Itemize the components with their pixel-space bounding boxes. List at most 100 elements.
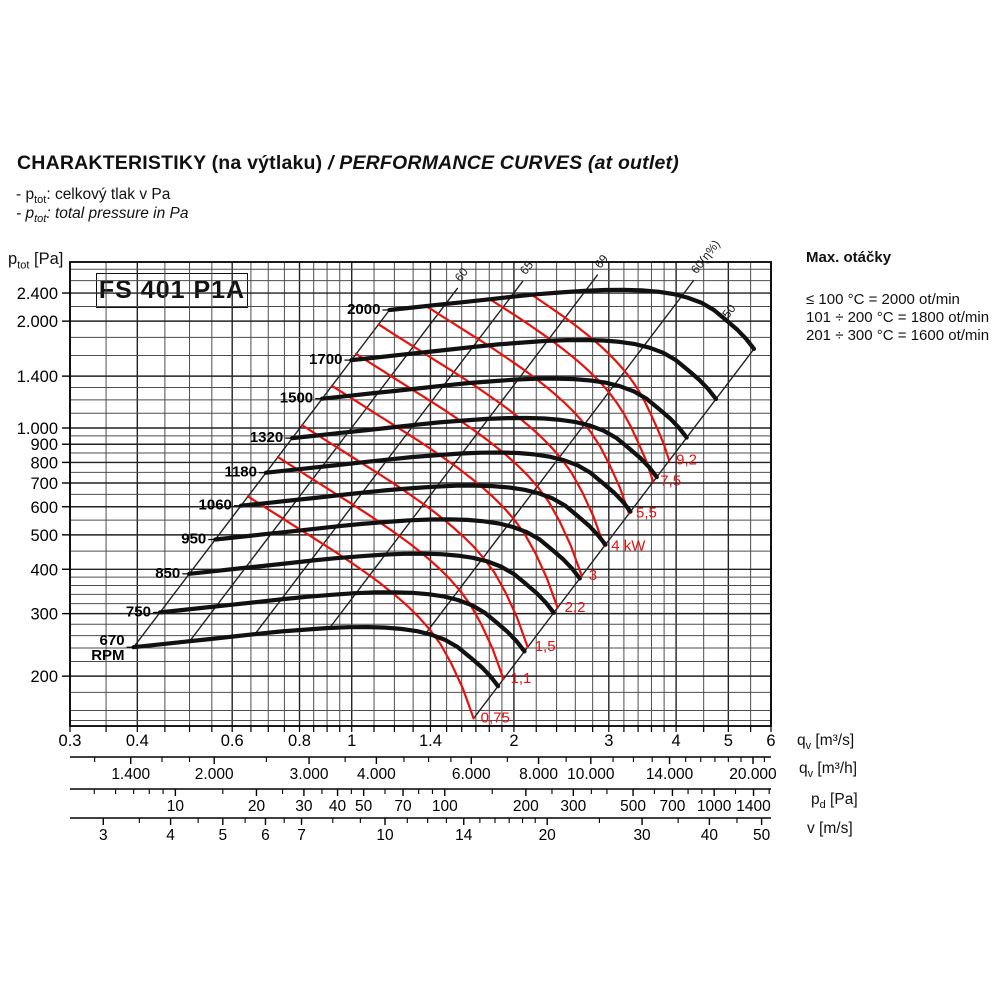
title-english: PERFORMANCE CURVES (at outlet) (339, 152, 679, 174)
secondary-tick-label: 300 (560, 798, 586, 815)
rpm-label: 950 (181, 531, 206, 548)
secondary-tick-label: 7 (297, 827, 306, 844)
power-curve-0,75 (246, 495, 475, 720)
secondary-tick-label: 20.000 (729, 766, 777, 783)
rpm-label: 1180 (224, 464, 257, 481)
x-tick-label: 0.6 (221, 732, 244, 750)
secondary-tick-label: 70 (394, 798, 412, 815)
secondary-tick-label: 30 (295, 798, 313, 815)
power-label: 5,5 (636, 505, 657, 522)
title-czech: CHARAKTERISTIKY (na výtlaku) (17, 152, 323, 174)
rpm-curve-1320 (290, 415, 659, 480)
surge-line (132, 309, 391, 648)
secondary-tick-label: 10 (167, 798, 185, 815)
efficiency-line-right-boundary (472, 348, 755, 720)
rpm-label: 1060 (199, 497, 232, 514)
y-tick-label: 2.000 (17, 313, 58, 331)
efficiency-label: 60(η%) (688, 237, 723, 276)
power-curve-2,2 (330, 384, 559, 609)
note-pressure-en: - ptot: total pressure in Pa (16, 205, 189, 226)
power-curve-1,5 (301, 424, 529, 649)
secondary-tick-label: 30 (633, 827, 651, 844)
power-curve-5,5 (425, 305, 631, 515)
max-speed-line: ≤ 100 °C = 2000 ot/min (806, 291, 960, 308)
rpm-curve-850 (187, 551, 556, 615)
x-axis-unit-m3h: qv [m³/h] (799, 760, 858, 781)
rpm-curve-750 (157, 590, 527, 654)
y-tick-label: 400 (30, 561, 58, 579)
efficiency-label: 60 (452, 265, 471, 284)
x-tick-label: 0.3 (59, 732, 82, 750)
max-speed-note: Max. otáčky ≤ 100 °C = 2000 ot/min 101 ÷… (806, 249, 989, 345)
y-tick-label: 900 (30, 436, 58, 454)
power-label: 1,5 (535, 638, 556, 655)
x-tick-label: 5 (724, 732, 733, 750)
y-axis-unit-label: ptot [Pa] (8, 250, 64, 272)
secondary-tick-label: 500 (620, 798, 646, 815)
secondary-tick-label: 100 (432, 798, 458, 815)
y-tick-label: 200 (30, 668, 58, 686)
secondary-tick-label: 40 (329, 798, 347, 815)
secondary-tick-label: 40 (701, 827, 719, 844)
secondary-tick-label: 1000 (697, 798, 732, 815)
max-speed-line: 101 ÷ 200 °C = 1800 ot/min (806, 309, 990, 326)
y-tick-label: 700 (30, 475, 58, 493)
secondary-tick-label: 10 (376, 827, 394, 844)
secondary-tick-label: 4 (166, 827, 175, 844)
x-axis-unit-m3s: qv [m³/s] (797, 732, 855, 753)
power-label: 3 (589, 567, 597, 584)
y-tick-label: 800 (30, 454, 58, 472)
secondary-tick-label: 5 (218, 827, 227, 844)
secondary-tick-label: 50 (355, 798, 373, 815)
x-tick-label: 2 (509, 732, 518, 750)
y-tick-label: 1.400 (17, 368, 58, 386)
secondary-tick-label: 3.000 (290, 766, 329, 783)
rpm-label: 1700 (309, 351, 342, 368)
y-tick-label: 1.000 (17, 420, 58, 438)
power-curve-4 kW (377, 323, 606, 548)
x-tick-label: 1.4 (419, 732, 442, 750)
rpm-curve-1060 (238, 483, 608, 547)
power-curve-1,1 (276, 455, 505, 681)
x-tick-label: 3 (604, 732, 613, 750)
plot-border (69, 261, 772, 727)
rpm-curve-670 (131, 625, 501, 689)
x-axis-unit-pd: pd [Pa] (811, 791, 858, 812)
secondary-tick-label: 200 (513, 798, 539, 815)
secondary-tick-label: 1.400 (111, 766, 150, 783)
secondary-tick-label: 20 (248, 798, 266, 815)
rpm-curve-1180 (263, 450, 633, 514)
power-label: 0,75 (481, 709, 510, 726)
rpm-curve-1700 (349, 337, 719, 402)
y-tick-label: 600 (30, 499, 58, 517)
max-speed-title: Max. otáčky (806, 249, 892, 266)
power-label: 1,1 (511, 670, 532, 687)
power-label: 2,2 (565, 599, 586, 616)
rpm-label: 670 (100, 632, 125, 649)
secondary-tick-label: 4.000 (357, 766, 396, 783)
secondary-tick-label: 50 (753, 827, 771, 844)
secondary-tick-label: 8.000 (519, 766, 558, 783)
page-title: CHARAKTERISTIKY (na výtlaku) / PERFORMAN… (17, 152, 679, 175)
power-label: 9,2 (676, 452, 697, 469)
y-tick-label: 300 (30, 606, 58, 624)
rpm-curve-1500 (320, 376, 689, 440)
power-curve-3 (355, 352, 583, 577)
secondary-tick-label: 6.000 (452, 766, 491, 783)
power-label: 4 kW (611, 537, 646, 554)
secondary-tick-label: 10.000 (567, 766, 615, 783)
max-speed-line: 201 ÷ 300 °C = 1600 ot/min (806, 327, 990, 344)
y-tick-label: 2.400 (17, 285, 58, 303)
x-tick-label: 0.8 (288, 732, 311, 750)
y-tick-label: 500 (30, 527, 58, 545)
rpm-label: 850 (155, 565, 180, 582)
secondary-tick-label: 20 (539, 827, 557, 844)
note-pressure-cz: - ptot: celkový tlak v Pa (16, 186, 171, 207)
rpm-label-unit: RPM (91, 647, 124, 664)
efficiency-label: 65 (517, 258, 536, 277)
x-tick-label: 4 (672, 732, 681, 750)
rpm-curve-2000 (387, 287, 757, 351)
secondary-tick-label: 6 (261, 827, 270, 844)
